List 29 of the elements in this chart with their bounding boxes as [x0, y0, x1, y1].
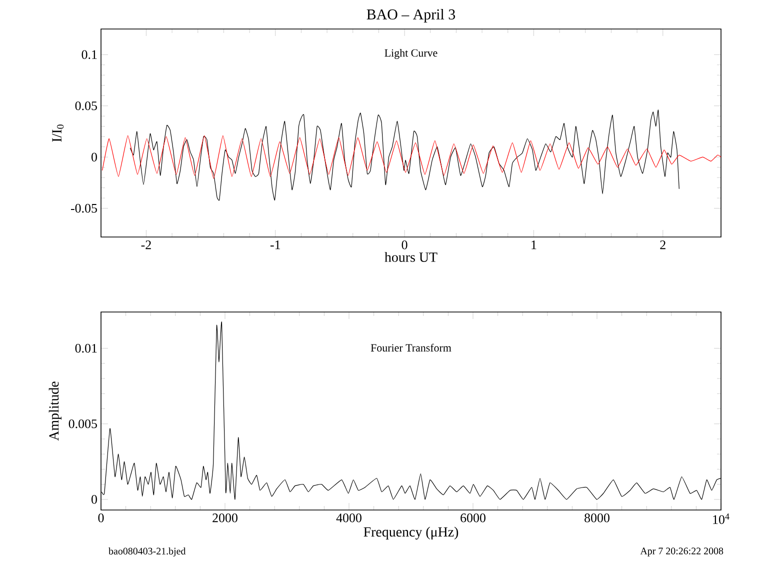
x-tick-label: 4000	[336, 514, 362, 522]
line-series	[130, 110, 680, 200]
y-tick-label: -0.05	[70, 204, 97, 213]
x-axis-title: hours UT	[384, 252, 438, 262]
annotation: Light Curve	[384, 48, 438, 59]
y-tick-label: 0.01	[75, 344, 97, 353]
annotation: Fourier Transform	[370, 344, 452, 352]
x-tick-label: 2	[660, 240, 666, 250]
y-tick-label: 0	[92, 152, 97, 162]
x-axis-title: Frequency (μHz)	[364, 526, 458, 540]
x-tick-label: 6000	[460, 514, 486, 522]
y-tick-label: 0.005	[68, 419, 97, 428]
text: bao080403-21.bjed	[108, 547, 186, 557]
y-tick-label: 0.1	[82, 50, 97, 60]
x-tick-label: 2000	[212, 514, 238, 522]
x-tick-label: -1	[270, 240, 280, 250]
x-tick-label: 0	[402, 240, 408, 250]
line-series	[102, 135, 722, 179]
y-axis-title: I/I$_{0}$	[52, 124, 64, 142]
x-tick-label: -2	[141, 240, 151, 250]
x-tick-label: 10$^{4}$	[713, 514, 730, 524]
y-tick-label: 0	[92, 495, 97, 504]
y-axis-title: Amplitude	[48, 382, 62, 441]
chart-title: BAO – April 3	[366, 8, 456, 22]
x-tick-label: 8000	[584, 514, 610, 522]
text: Apr 7 20:26:22 2008	[640, 548, 724, 556]
x-tick-label: 1	[532, 240, 536, 250]
y-tick-label: 0.05	[75, 101, 97, 110]
x-tick-label: 0	[98, 514, 104, 522]
